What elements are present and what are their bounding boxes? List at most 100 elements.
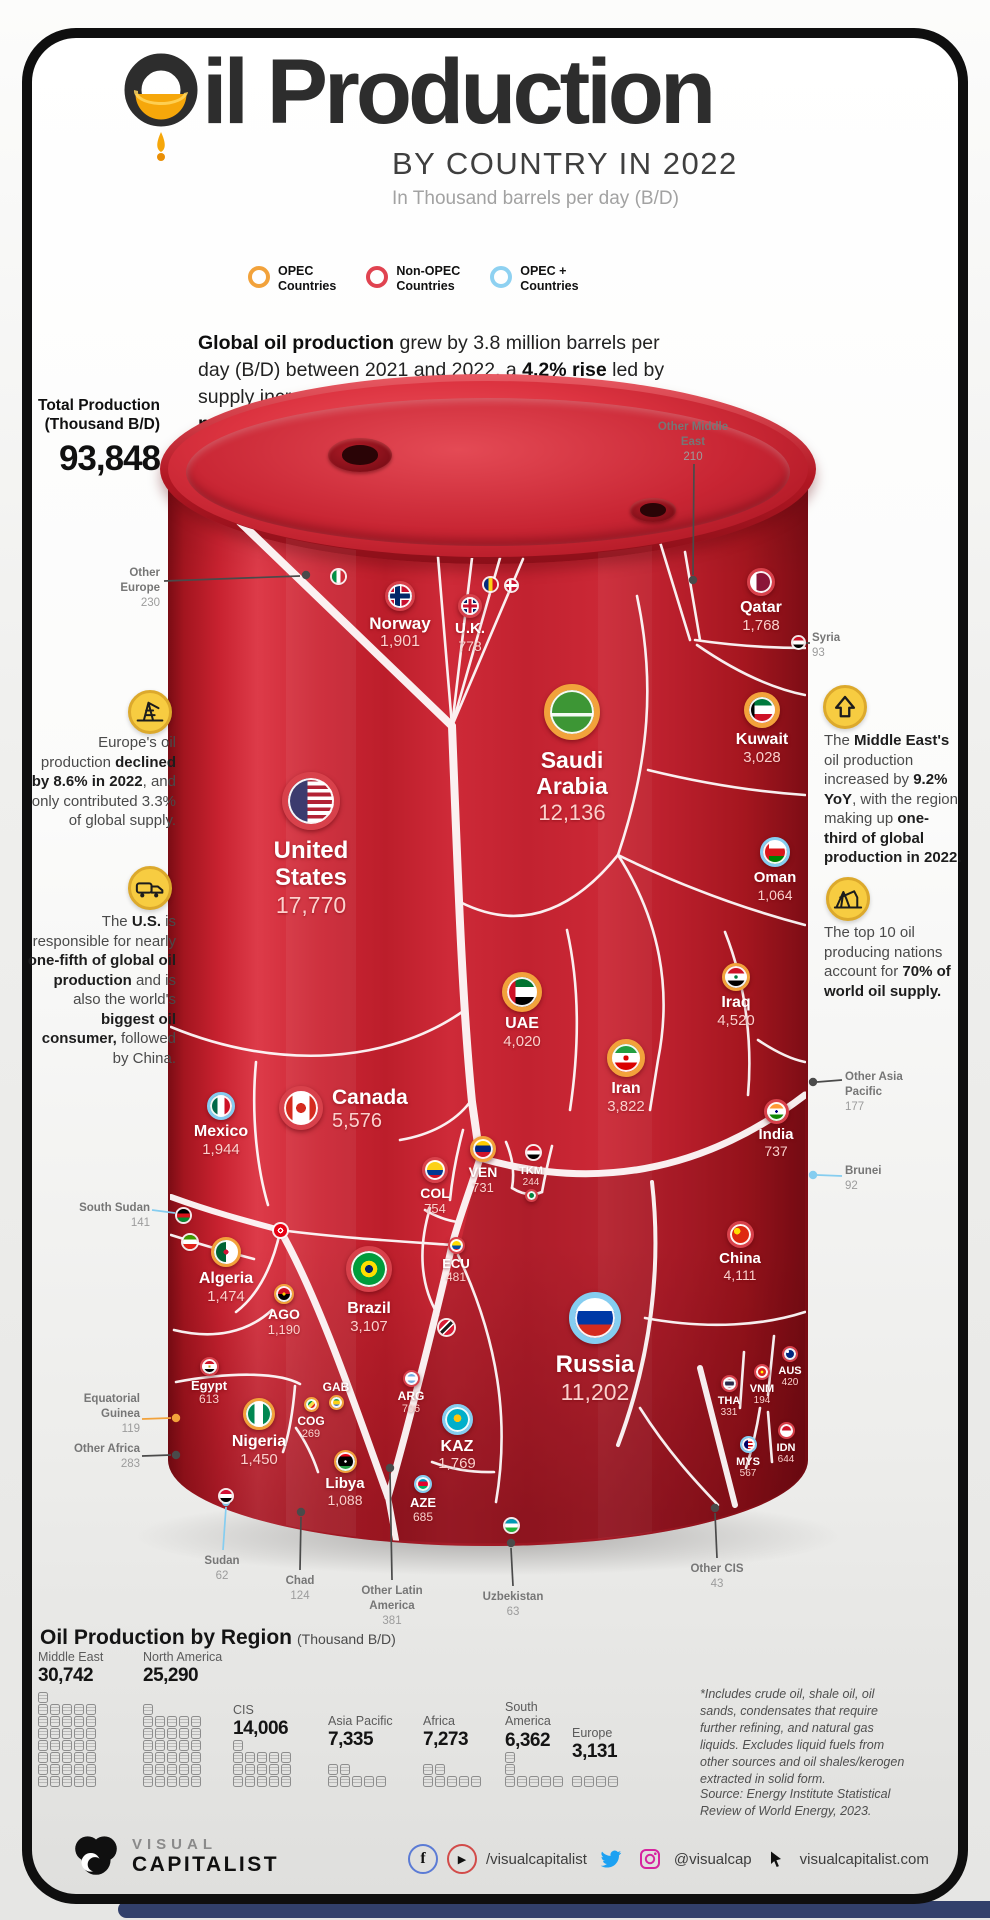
legend-item-label: OPEC + Countries (520, 264, 579, 293)
region-europe: Europe 3,131 (572, 1726, 618, 1763)
mini-barrel-icon (233, 1752, 243, 1763)
mini-barrel-icon (179, 1728, 189, 1739)
country-name: Iraq (721, 994, 751, 1011)
instagram-icon (635, 1844, 665, 1874)
mini-barrel-icon (38, 1692, 48, 1703)
egypt-flag-icon (199, 1356, 219, 1376)
qatar-flag-icon (747, 568, 775, 596)
mini-barrel-icon (167, 1764, 177, 1775)
stack-column (553, 1776, 563, 1787)
mini-barrel-icon (376, 1776, 386, 1787)
leader-label: Other Middle (657, 421, 729, 433)
italy-small-flag-icon (331, 569, 345, 583)
mini-barrel-icon (86, 1716, 96, 1727)
mini-barrel-icon (233, 1740, 243, 1751)
country-iran: Iran 3,822 (566, 1039, 686, 1115)
mini-barrel-icon (553, 1776, 563, 1787)
leader-label: Other Latin (361, 1585, 423, 1597)
region-label: Europe (572, 1726, 613, 1740)
social-text: /visualcapitalist (486, 1850, 587, 1868)
stack-column (143, 1704, 153, 1787)
country-value: 644 (777, 1453, 795, 1465)
mini-barrel-icon (50, 1716, 60, 1727)
iran-flag-icon (607, 1039, 645, 1077)
country-value: 1,769 (438, 1455, 476, 1473)
oil-drop-o-icon (122, 46, 200, 169)
region-stack (572, 1776, 618, 1787)
country-value: 3,028 (743, 748, 781, 766)
region-label: CIS (233, 1703, 254, 1717)
libya-flag-icon (333, 1449, 357, 1473)
legend-item-label: OPEC Countries (278, 264, 337, 293)
tunisia-small-flag-icon (273, 1223, 287, 1237)
stack-column (179, 1716, 189, 1787)
mini-barrel-icon (155, 1752, 165, 1763)
country-name: Libya (325, 1474, 365, 1492)
mini-barrel-icon (143, 1716, 153, 1727)
denmark-small-flag-icon (505, 579, 517, 591)
leader-label: Sudan (204, 1555, 240, 1567)
country-name: KAZ (440, 1437, 474, 1455)
country-value: 685 (412, 1509, 434, 1524)
stack-column (596, 1776, 606, 1787)
country-text: Canada 5,576 (332, 1086, 408, 1133)
callout-segment: , and only contributed 3.3% of global su… (31, 773, 176, 829)
country-name: THA (717, 1394, 741, 1407)
mini-barrel-icon (143, 1776, 153, 1787)
leader-label: Other (129, 567, 160, 579)
mini-barrel-icon (340, 1764, 350, 1775)
country-canada: Canada 5,576 (279, 1086, 408, 1133)
country-name: Algeria (198, 1270, 254, 1287)
country-value: 731 (472, 1179, 494, 1195)
algeria-flag-icon (211, 1237, 241, 1267)
country-qatar: Qatar 1,768 (701, 568, 821, 634)
visual-capitalist-logo: VISUAL CAPITALIST (70, 1828, 279, 1885)
stack-column (86, 1704, 96, 1787)
stack-column (38, 1692, 48, 1787)
mini-barrel-icon (62, 1776, 72, 1787)
mini-barrel-icon (62, 1740, 72, 1751)
leader-value: 381 (382, 1614, 402, 1627)
mini-barrel-icon (74, 1776, 84, 1787)
stack-column (459, 1776, 469, 1787)
country-value: 11,202 (560, 1378, 630, 1405)
leader-label: Syria (812, 632, 841, 644)
country-congo: COG 269 (251, 1396, 371, 1441)
mini-barrel-icon (257, 1764, 267, 1775)
country-value: 1,190 (267, 1321, 301, 1337)
stack-column (155, 1716, 165, 1787)
iraq-flag-icon (722, 963, 750, 991)
country-colombia: COL 754 (375, 1157, 495, 1217)
country-value: 5,576 (332, 1109, 383, 1132)
callout-segment: declined by 8.6% in 2022 (31, 753, 176, 791)
mini-barrel-icon (191, 1728, 201, 1739)
uk-flag-icon (458, 594, 482, 618)
mini-barrel-icon (62, 1764, 72, 1775)
social-text: visualcapitalist.com (799, 1850, 929, 1868)
saudi-arabia-flag-icon (544, 684, 600, 740)
mini-barrel-icon (38, 1728, 48, 1739)
youtube-icon: ▶ (447, 1844, 477, 1874)
mini-barrel-icon (38, 1764, 48, 1775)
country-indonesia: IDN 644 (726, 1421, 846, 1466)
mini-barrel-icon (50, 1740, 60, 1751)
region-north-america: North America 25,290 (143, 1650, 222, 1687)
country-name: ARG (397, 1388, 425, 1403)
mini-barrel-icon (328, 1776, 338, 1787)
eq-guinea-small-flag-icon (183, 1235, 197, 1249)
russia-flag-icon (569, 1292, 621, 1344)
mini-barrel-icon (459, 1776, 469, 1787)
mini-barrel-icon (269, 1776, 279, 1787)
country-nigeria: Nigeria 1,450 (199, 1398, 319, 1468)
stack-column (74, 1704, 84, 1787)
facebook-icon: f (408, 1844, 438, 1874)
region-stack (143, 1704, 201, 1787)
country-name: Canada (332, 1086, 408, 1109)
leader-label: East (680, 435, 706, 448)
callout-segment: one-third of global production in 2022. (824, 810, 962, 866)
region-label: Middle East (38, 1650, 104, 1664)
mini-barrel-icon (447, 1776, 457, 1787)
mini-barrel-icon (179, 1752, 189, 1763)
leader-value: 141 (130, 1216, 150, 1229)
stack-column (423, 1764, 433, 1787)
